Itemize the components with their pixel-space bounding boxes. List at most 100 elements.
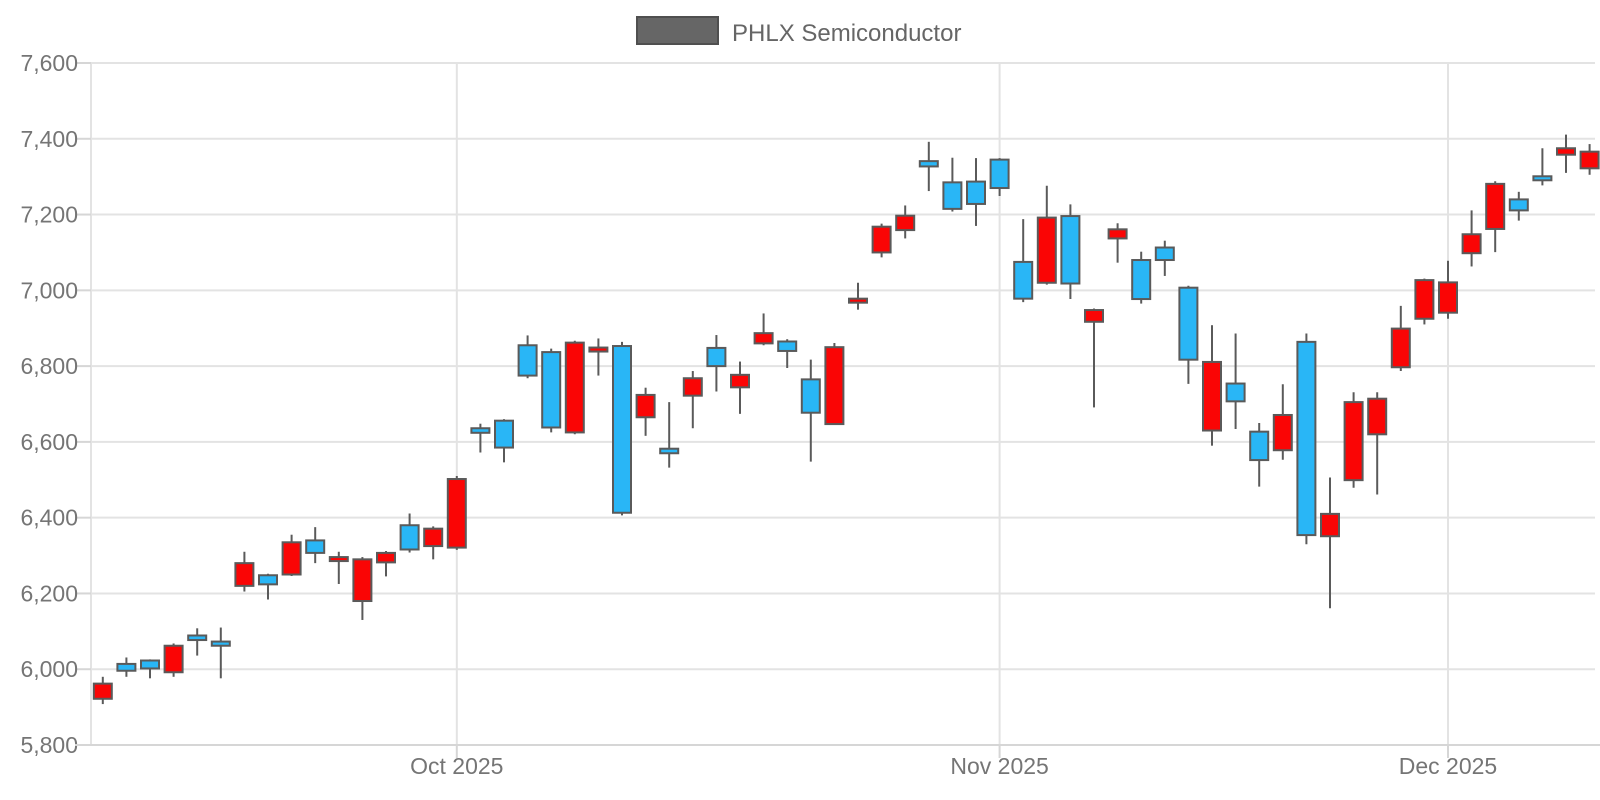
- candle-body: [305, 539, 326, 554]
- candle-down: [1579, 144, 1600, 175]
- candle-down: [281, 534, 302, 577]
- candle-body: [1060, 215, 1081, 285]
- candle-up: [989, 158, 1010, 196]
- candle-down: [1202, 325, 1222, 446]
- candle-body: [1249, 430, 1270, 462]
- y-axis-label: 7,600: [20, 50, 78, 76]
- candle-down: [446, 475, 467, 550]
- candle-up: [517, 335, 538, 379]
- candle-body: [1107, 228, 1128, 240]
- candle-down: [1367, 392, 1388, 495]
- candle-up: [187, 628, 208, 656]
- candle-down: [1272, 384, 1293, 460]
- candle-body: [777, 340, 798, 352]
- candle-body: [541, 351, 562, 429]
- candle-down: [1036, 185, 1057, 285]
- y-axis-label: 7,200: [20, 202, 78, 228]
- candle-down: [1485, 181, 1506, 253]
- candle-body: [116, 662, 137, 672]
- candle-body: [1178, 286, 1199, 361]
- candle-up: [305, 527, 326, 564]
- candle-up: [966, 158, 986, 226]
- candle-body: [1343, 401, 1364, 482]
- candle-down: [234, 551, 255, 592]
- candle-body: [635, 393, 656, 419]
- candle-up: [470, 423, 491, 453]
- candle-series: [92, 134, 1600, 705]
- candle-body: [376, 551, 396, 564]
- candle-body: [446, 478, 467, 549]
- candle-body: [989, 158, 1010, 190]
- candle-body: [328, 556, 349, 563]
- candle-down: [92, 676, 113, 705]
- candle-body: [399, 524, 420, 551]
- candle-body: [706, 346, 727, 368]
- candle-down: [730, 361, 750, 414]
- candle-body: [800, 378, 821, 414]
- y-axis-label: 7,000: [20, 277, 78, 303]
- candle-down: [588, 338, 609, 376]
- candle-body: [423, 527, 444, 548]
- candle-body: [612, 345, 632, 514]
- candle-body: [824, 346, 845, 426]
- candle-body: [1532, 175, 1553, 182]
- candle-body: [848, 297, 868, 304]
- candle-up: [1154, 240, 1175, 276]
- candle-down: [1084, 308, 1104, 408]
- candle-up: [659, 402, 680, 468]
- x-axis-label: Nov 2025: [950, 753, 1048, 779]
- candle-down: [1461, 210, 1482, 267]
- candle-up: [1249, 422, 1270, 487]
- legend-swatch: [636, 16, 719, 45]
- candle-body: [966, 180, 986, 205]
- candle-body: [1225, 382, 1246, 403]
- candle-body: [234, 562, 255, 587]
- candle-body: [1296, 340, 1317, 537]
- candle-up: [541, 348, 562, 433]
- x-axis-label: Oct 2025: [410, 753, 503, 779]
- candle-body: [210, 640, 231, 647]
- candle-body: [1485, 182, 1506, 230]
- candle-down: [1320, 477, 1340, 609]
- candle-body: [494, 419, 514, 449]
- candle-up: [399, 513, 420, 553]
- candle-body: [1320, 512, 1340, 538]
- candle-down: [376, 551, 396, 577]
- candle-body: [163, 644, 184, 674]
- candle-up: [706, 335, 727, 392]
- candle-up: [140, 659, 160, 679]
- candle-down: [871, 223, 892, 258]
- y-axis-label: 6,200: [20, 580, 78, 606]
- candle-down: [824, 342, 845, 426]
- candle-body: [942, 181, 963, 210]
- candle-down: [1556, 134, 1576, 173]
- legend-label: PHLX Semiconductor: [732, 20, 961, 47]
- candle-down: [564, 340, 585, 435]
- candle-body: [659, 447, 680, 455]
- candle-down: [895, 205, 916, 239]
- candle-down: [682, 371, 703, 429]
- candle-down: [328, 551, 349, 584]
- candle-body: [140, 659, 160, 670]
- candle-body: [1508, 198, 1529, 212]
- candle-down: [848, 282, 868, 310]
- candle-down: [423, 526, 444, 560]
- y-axis-label: 6,600: [20, 429, 78, 455]
- candle-body: [918, 160, 939, 168]
- candle-down: [1438, 260, 1458, 319]
- candle-up: [777, 339, 798, 369]
- candle-up: [942, 157, 963, 212]
- candle-down: [1390, 305, 1411, 372]
- candle-up: [210, 627, 231, 679]
- y-axis-label: 5,800: [20, 732, 78, 758]
- candle-down: [352, 557, 373, 620]
- candle-body: [1367, 397, 1388, 436]
- candle-body: [517, 344, 538, 377]
- candle-up: [1178, 285, 1199, 384]
- candle-body: [1036, 216, 1057, 284]
- candle-body: [1131, 259, 1152, 301]
- candle-body: [1084, 309, 1104, 323]
- y-axis-label: 6,400: [20, 505, 78, 531]
- candle-up: [612, 341, 632, 516]
- y-axis-label: 6,800: [20, 353, 78, 379]
